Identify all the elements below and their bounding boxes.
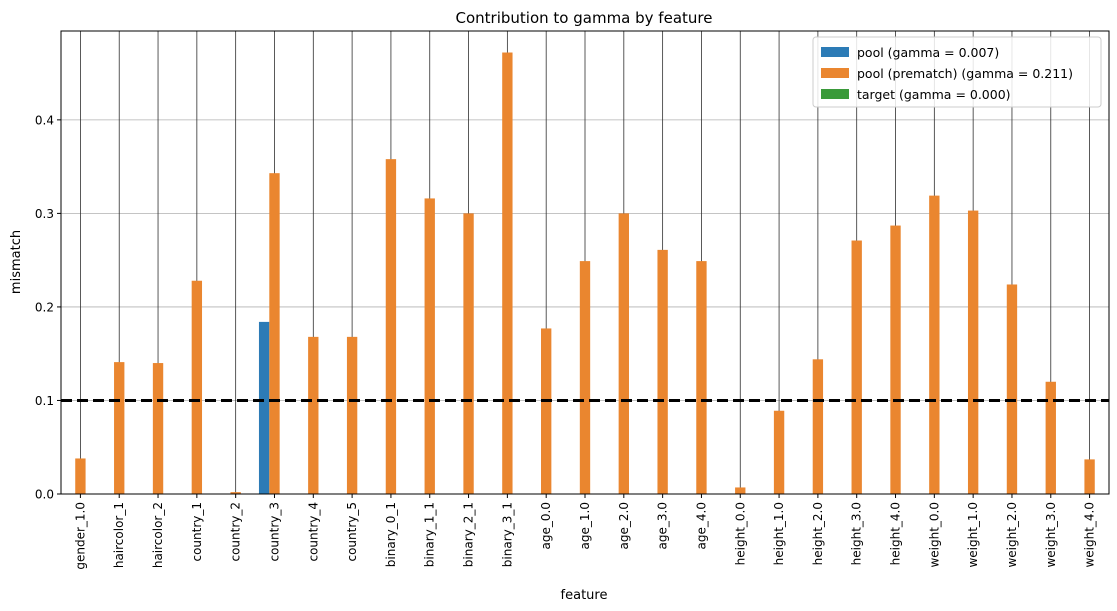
bar-1-country_3: [269, 173, 280, 494]
x-tick-label: age_4.0: [694, 502, 708, 549]
bar-1-binary_1_1: [424, 198, 435, 494]
bar-1-country_1: [191, 280, 203, 494]
bar-1-height_1.0: [773, 410, 785, 494]
y-tick-label: 0.3: [35, 207, 54, 221]
bar-1-weight_0.0: [929, 195, 940, 494]
bar-1-weight_1.0: [967, 210, 979, 494]
y-axis: 0.0 0.1 0.2 0.3 0.4: [35, 113, 61, 502]
bar-1-height_2.0: [812, 359, 824, 494]
bar-1-height_3.0: [851, 240, 862, 494]
x-tick-label: binary_2_1: [462, 502, 476, 567]
y-axis-label: mismatch: [9, 230, 24, 294]
bars: [75, 52, 1095, 495]
x-tick-label: binary_3_1: [500, 502, 514, 567]
x-tick-label: gender_1.0: [73, 502, 87, 570]
x-tick-label: height_1.0: [772, 502, 786, 565]
chart-title: Contribution to gamma by feature: [456, 9, 713, 27]
bar-0-country_3: [258, 321, 270, 494]
bar-1-weight_2.0: [1006, 284, 1018, 494]
bar-1-binary_2_1: [463, 213, 474, 495]
bar-1-age_2.0: [618, 213, 629, 495]
bar-1-haircolor_2: [152, 363, 164, 494]
bar-1-country_4: [308, 336, 319, 494]
bar-1-haircolor_1: [114, 362, 125, 494]
bar-1-height_4.0: [890, 225, 901, 494]
x-tick-label: height_0.0: [733, 502, 747, 565]
bar-1-country_2: [230, 492, 241, 494]
bar-1-binary_0_1: [385, 159, 397, 494]
bar-1-weight_3.0: [1045, 381, 1056, 494]
x-tick-label: height_4.0: [889, 502, 903, 565]
y-tick-label: 0.2: [35, 300, 54, 314]
bar-1-height_0.0: [735, 487, 746, 494]
bar-1-age_3.0: [657, 249, 668, 494]
x-tick-label: binary_1_1: [423, 502, 437, 567]
legend-box: [812, 36, 1102, 108]
bar-1-country_5: [346, 336, 358, 494]
x-tick-label: binary_0_1: [384, 502, 398, 567]
legend-label-0: pool (gamma = 0.007): [857, 45, 999, 60]
legend: pool (gamma = 0.007) pool (prematch) (gam…: [812, 36, 1102, 108]
x-tick-label: country_3: [267, 502, 281, 562]
x-tick-label: country_1: [190, 502, 204, 562]
bar-1-weight_4.0: [1084, 459, 1095, 494]
x-tick-label: weight_0.0: [927, 502, 941, 568]
bar-1-age_0.0: [541, 328, 552, 494]
x-tick-label: weight_3.0: [1044, 502, 1058, 568]
legend-swatch-1: [821, 68, 849, 78]
x-tick-label: country_4: [306, 502, 320, 562]
x-tick-label: height_2.0: [811, 502, 825, 565]
x-tick-label: weight_4.0: [1083, 502, 1097, 568]
x-tick-label: height_3.0: [850, 502, 864, 565]
x-tick-label: age_3.0: [656, 502, 670, 549]
bar-1-binary_3_1: [502, 52, 513, 495]
x-tick-label: haircolor_1: [112, 502, 126, 568]
x-tick-label: country_2: [229, 502, 243, 562]
bar-1-gender_1.0: [75, 458, 86, 494]
x-tick-label: weight_2.0: [1005, 502, 1019, 568]
bar-1-age_4.0: [696, 261, 707, 494]
legend-swatch-0: [821, 47, 849, 57]
x-tick-label: age_0.0: [539, 502, 553, 549]
bar-1-age_1.0: [579, 261, 591, 494]
y-tick-label: 0.1: [35, 394, 54, 408]
legend-label-1: pool (prematch) (gamma = 0.211): [857, 66, 1073, 81]
x-axis-label: feature: [561, 588, 608, 603]
y-tick-label: 0.0: [35, 488, 54, 502]
y-tick-label: 0.4: [35, 113, 54, 127]
legend-swatch-2: [821, 89, 849, 99]
x-tick-label: weight_1.0: [966, 502, 980, 568]
x-tick-label: country_5: [345, 502, 359, 562]
x-tick-label: age_2.0: [617, 502, 631, 549]
x-tick-label: haircolor_2: [151, 502, 165, 568]
x-tick-label: age_1.0: [578, 502, 592, 549]
x-axis: gender_1.0 haircolor_1 haircolor_2 country_…: [73, 494, 1097, 570]
legend-label-2: target (gamma = 0.000): [857, 87, 1011, 102]
